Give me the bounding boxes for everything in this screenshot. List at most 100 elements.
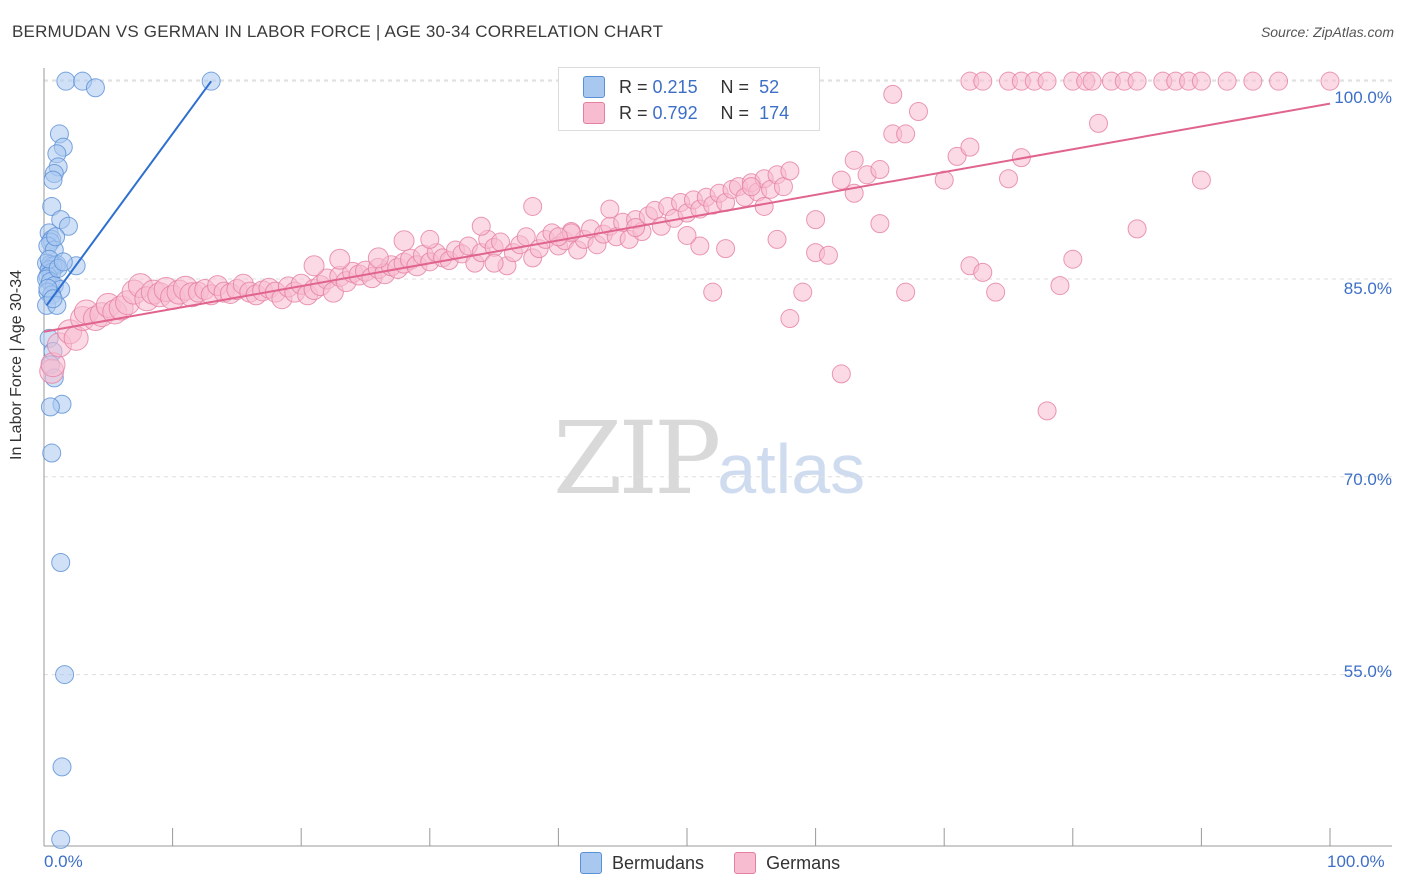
point-germans [1243,71,1263,91]
point-bermudans [46,227,66,247]
point-bermudans [85,78,105,98]
y-tick-label-70: 70.0% [1343,470,1392,489]
point-germans [908,102,928,122]
point-germans [767,229,787,249]
legend-n-label: N = [720,102,750,123]
legend-row-bermudans: R = 0.215 N = 52 [583,75,779,99]
point-germans [896,282,916,302]
series-label-bermudans: Bermudans [612,852,705,873]
point-germans [870,160,890,180]
point-germans [393,230,415,252]
point-germans [754,196,774,216]
point-germans [844,150,864,170]
point-bermudans [58,216,78,236]
point-bermudans [56,71,76,91]
legend-n-value: 174 [759,102,790,123]
point-germans [883,84,903,104]
legend-swatch-germans [583,102,605,124]
series-legend-germans[interactable]: Germans [734,852,840,874]
point-germans [1050,276,1070,296]
point-germans [471,216,491,236]
series-swatch-bermudans [580,852,602,874]
point-germans [973,262,993,282]
point-bermudans [51,829,71,849]
y-axis-label: In Labor Force | Age 30-34 [8,269,25,460]
point-germans [367,247,389,269]
point-germans [1037,71,1057,91]
point-germans [329,248,351,270]
point-germans [1063,249,1083,269]
point-germans [741,177,761,197]
point-germans [716,239,736,259]
point-germans [896,124,916,144]
point-germans [1082,71,1102,91]
point-germans [677,225,697,245]
series-legend-bermudans[interactable]: Bermudans [580,852,704,874]
point-germans [1191,170,1211,190]
point-germans [818,245,838,265]
point-germans [973,71,993,91]
x-tick-label-max: 100.0% [1327,852,1385,871]
y-tick-label-85: 85.0% [1343,279,1392,298]
watermark: ZIPatlas [553,400,865,517]
point-germans [600,199,620,219]
point-germans [690,236,710,256]
point-germans [831,364,851,384]
point-germans [947,146,967,166]
legend-r-value: 0.215 [652,76,698,97]
point-germans [986,282,1006,302]
point-germans [548,227,568,247]
legend-row-germans: R = 0.792 N = 174 [583,101,789,125]
legend-n-label: N = [720,76,750,97]
point-germans [870,214,890,234]
point-germans [780,161,800,181]
point-germans [793,282,813,302]
legend-r-label: R = [619,102,648,123]
point-germans [806,210,826,230]
point-bermudans [40,397,60,417]
legend-swatch-bermudans [583,76,605,98]
point-bermudans [42,196,62,216]
series-swatch-germans [734,852,757,874]
watermark-atlas: atlas [717,430,866,508]
point-germans [1089,113,1109,133]
point-germans [703,282,723,302]
point-germans [780,309,800,329]
point-germans [1269,71,1289,91]
point-bermudans [42,443,62,463]
point-bermudans [52,757,72,777]
point-germans [484,253,504,273]
series-legend: Bermudans Germans [580,852,870,874]
point-germans [1320,71,1340,91]
trendline-germans [43,102,1331,333]
point-bermudans [53,252,73,272]
legend-n-value: 52 [759,76,780,97]
legend-r-label: R = [619,76,648,97]
point-germans [1217,71,1237,91]
point-germans [831,170,851,190]
x-tick-label-min: 0.0% [44,852,83,871]
point-germans [1037,401,1057,421]
chart-title: BERMUDAN VS GERMAN IN LABOR FORCE | AGE … [12,22,664,41]
point-germans [1127,71,1147,91]
point-germans [773,177,793,197]
y-tick-label-55: 55.0% [1343,662,1392,681]
point-germans [1127,219,1147,239]
point-germans [1191,71,1211,91]
y-tick-label-100: 100.0% [1334,88,1392,107]
point-bermudans [51,552,71,572]
point-germans [303,255,325,277]
point-germans [420,229,440,249]
point-germans [999,169,1018,189]
source-label: Source: ZipAtlas.com [1260,24,1394,40]
series-label-germans: Germans [766,852,841,873]
correlation-legend: R = 0.215 N = 52 R = 0.792 N = 174 [558,67,820,131]
trendline-bermudans [45,80,212,306]
point-germans [960,137,980,157]
point-bermudans [55,665,75,685]
point-bermudans [43,170,63,190]
point-germans [523,196,543,216]
legend-r-value: 0.792 [652,102,698,123]
watermark-zip: ZIP [553,400,721,517]
